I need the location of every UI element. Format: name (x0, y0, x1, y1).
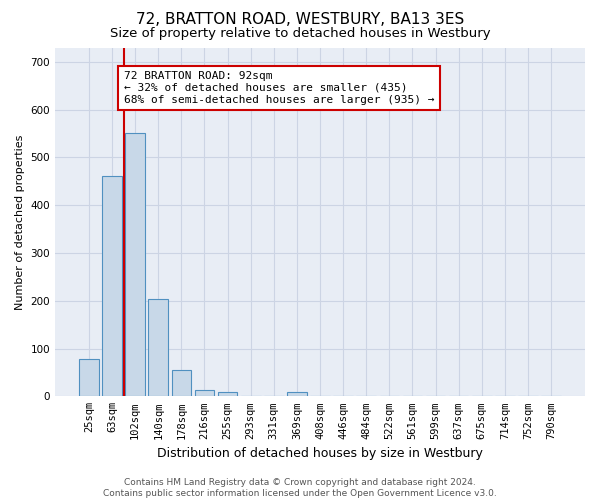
Text: 72, BRATTON ROAD, WESTBURY, BA13 3ES: 72, BRATTON ROAD, WESTBURY, BA13 3ES (136, 12, 464, 28)
Text: Contains HM Land Registry data © Crown copyright and database right 2024.
Contai: Contains HM Land Registry data © Crown c… (103, 478, 497, 498)
Bar (148, 300, 168, 396)
Bar (172, 370, 191, 396)
Bar (125, 133, 145, 396)
Bar (79, 359, 99, 397)
Text: 72 BRATTON ROAD: 92sqm
← 32% of detached houses are smaller (435)
68% of semi-de: 72 BRATTON ROAD: 92sqm ← 32% of detached… (124, 72, 434, 104)
X-axis label: Distribution of detached houses by size in Westbury: Distribution of detached houses by size … (157, 447, 483, 460)
Bar (218, 392, 238, 396)
Bar (194, 390, 214, 396)
Y-axis label: Number of detached properties: Number of detached properties (15, 134, 25, 310)
Text: Size of property relative to detached houses in Westbury: Size of property relative to detached ho… (110, 28, 490, 40)
Bar (287, 392, 307, 396)
Bar (102, 176, 122, 396)
